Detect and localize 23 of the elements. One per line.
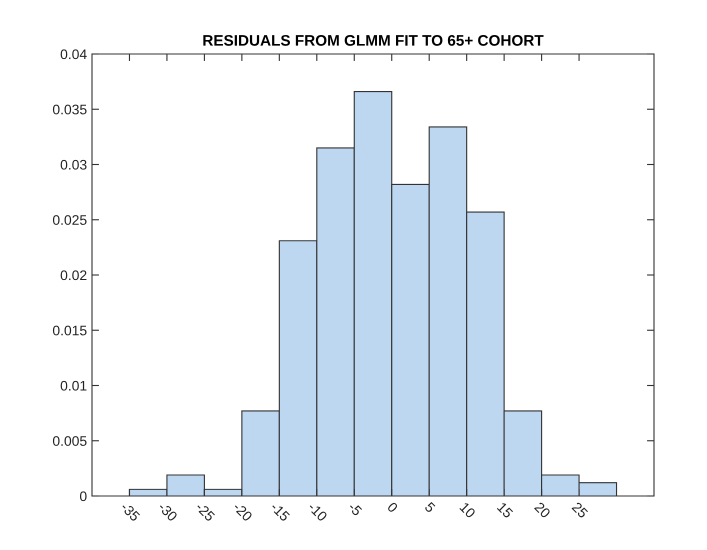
x-tick-label: -20 — [232, 502, 253, 522]
y-tick-label: 0.03 — [60, 160, 87, 170]
x-tick-label: -30 — [158, 502, 178, 522]
x-tick-label: -10 — [308, 502, 328, 522]
x-tick-label: 25 — [571, 502, 588, 519]
x-tick-label: 0 — [386, 502, 398, 514]
x-tick-label: 15 — [496, 502, 514, 519]
x-tick-label: 10 — [459, 502, 476, 519]
y-tick-label: 0.005 — [52, 436, 87, 446]
y-tick-label: 0.035 — [52, 104, 87, 114]
x-tick-label: -35 — [120, 502, 140, 522]
y-tick-label: 0.025 — [52, 215, 87, 225]
y-tick-label: 0.04 — [60, 49, 87, 60]
y-tick-label: 0.015 — [52, 326, 87, 336]
chart-title: RESIDUALS FROM GLMM FIT TO 65+ COHORT — [203, 35, 544, 46]
y-tick-label: 0 — [80, 491, 87, 502]
x-tick-label: -15 — [270, 502, 290, 522]
y-tick-label: 0.02 — [60, 270, 86, 280]
x-tick-label: -25 — [195, 502, 216, 522]
x-tick-label: 5 — [424, 502, 436, 514]
x-tick-label: 20 — [534, 502, 551, 519]
y-tick-label: 0.01 — [60, 380, 86, 391]
x-tick-label: -5 — [348, 502, 362, 516]
